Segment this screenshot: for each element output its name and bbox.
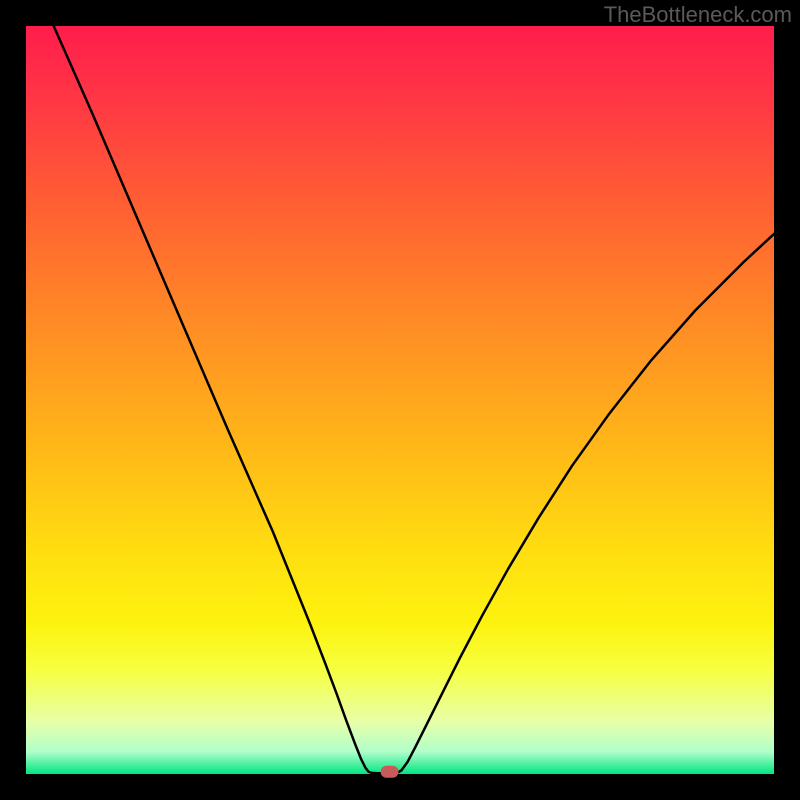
- plot-background: [26, 26, 774, 774]
- optimal-point-marker: [381, 766, 399, 778]
- chart-container: TheBottleneck.com: [0, 0, 800, 800]
- bottleneck-chart: [0, 0, 800, 800]
- watermark-text: TheBottleneck.com: [604, 2, 792, 28]
